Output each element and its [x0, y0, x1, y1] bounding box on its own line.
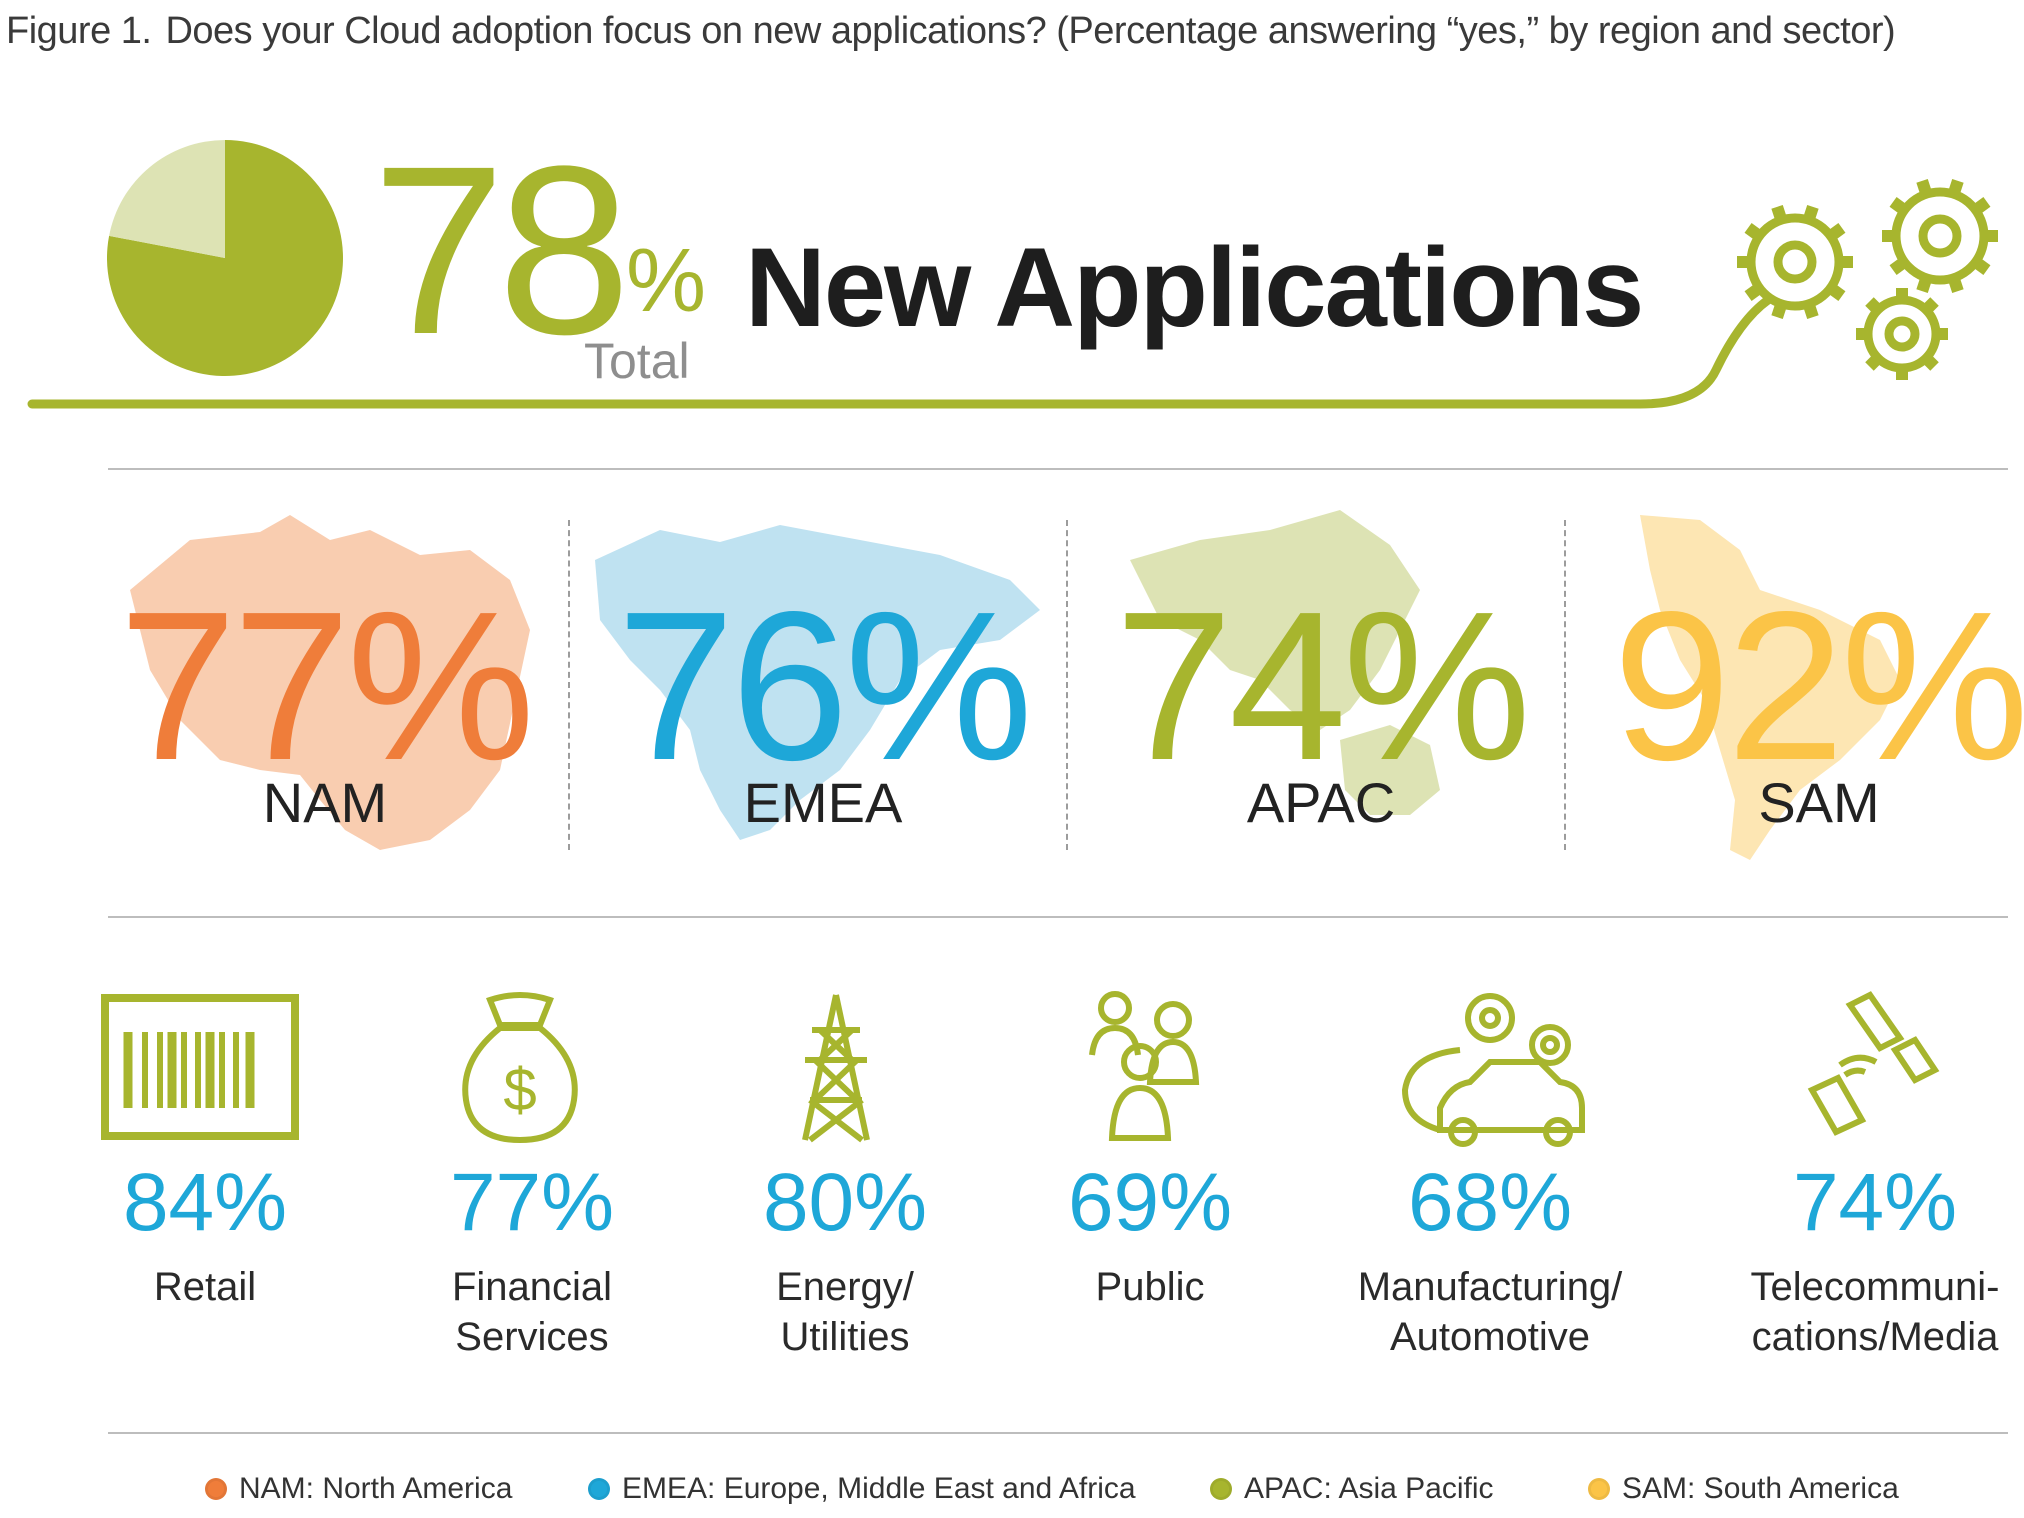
gear-tooth	[1921, 353, 1939, 371]
gear-tooth	[1916, 275, 1933, 294]
sector-name: Retail	[153, 1265, 257, 1309]
gear-tooth	[1889, 197, 1908, 215]
gear-tooth	[1771, 301, 1788, 320]
total-label: Total	[584, 333, 690, 389]
gear-tooth	[1827, 223, 1846, 241]
swoosh-line	[27, 295, 1773, 409]
gear-tooth	[1744, 283, 1763, 301]
apac-map	[1130, 510, 1420, 730]
gear-tooth	[1802, 301, 1819, 320]
gear-tooth	[1972, 197, 1991, 215]
australia-map	[1340, 725, 1440, 815]
gear-tooth	[1889, 257, 1908, 275]
sector-value: 80%	[762, 1157, 928, 1248]
region-maps	[130, 510, 1900, 860]
total-value: 78	[372, 116, 631, 384]
region-value-sam: 92%	[1612, 567, 2024, 804]
gear-tooth	[1972, 257, 1991, 275]
region-name-emea: EMEA	[743, 771, 903, 834]
divider-top	[108, 468, 2008, 470]
header-graphics	[27, 140, 1998, 409]
gear-tooth	[1802, 204, 1819, 223]
gear-tooth	[1921, 297, 1939, 315]
legend-dot-icon	[1210, 1478, 1232, 1500]
legend-item: APAC: Asia Pacific	[1210, 1472, 1494, 1506]
pie-slice-yes	[106, 140, 343, 376]
svg-text:$: $	[503, 1056, 536, 1123]
gear-tooth	[1947, 178, 1964, 197]
divider-bottom	[108, 1432, 2008, 1434]
legend-item: NAM: North America	[205, 1472, 512, 1506]
south-america-map	[1640, 515, 1900, 860]
region-name-apac: APAC	[1246, 771, 1396, 834]
gears-icon	[1737, 178, 1998, 380]
money-bag-icon: $	[462, 992, 578, 1144]
legend-dot-icon	[588, 1478, 610, 1500]
total-pie-chart	[106, 140, 343, 376]
region-separator-3	[1564, 520, 1566, 850]
sector-value: 77%	[449, 1157, 615, 1248]
sector-icons: $	[101, 991, 1940, 1147]
power-tower-icon	[802, 994, 870, 1143]
gear-tooth	[1916, 178, 1933, 197]
sector-value: 74%	[1792, 1157, 1958, 1248]
legend-dot-icon	[1588, 1478, 1610, 1500]
gear-tooth	[1771, 204, 1788, 223]
headline-title: New Applications	[745, 225, 1644, 350]
region-value-apac: 74%	[1114, 567, 1531, 804]
sector-name: Manufacturing/ Automotive	[1357, 1265, 1623, 1359]
sector-name: Public	[1095, 1265, 1205, 1309]
sector-name: Financial Services	[451, 1265, 613, 1359]
north-america-map	[130, 515, 530, 850]
sector-name: Telecommuni- cations/Media	[1750, 1265, 2000, 1359]
figure-title: Figure 1. Does your Cloud adoption focus …	[6, 10, 1896, 53]
figure-label: Figure 1.	[6, 10, 152, 52]
people-icon	[1089, 991, 1200, 1141]
legend-item: SAM: South America	[1588, 1472, 1899, 1506]
legend-label: EMEA: Europe, Middle East and Africa	[622, 1472, 1136, 1505]
total-percent-sign: %	[626, 231, 707, 331]
gear-tooth	[1865, 297, 1883, 315]
legend-dot-icon	[205, 1478, 227, 1500]
region-value-nam: 77%	[118, 567, 535, 804]
car-gears-icon	[1401, 993, 1585, 1147]
region-separator-1	[568, 520, 570, 850]
legend-label: NAM: North America	[239, 1472, 513, 1505]
gear-tooth	[1744, 223, 1763, 241]
legend-label: SAM: South America	[1622, 1472, 1899, 1505]
gear-tooth	[1865, 353, 1883, 371]
satellite-phone-icon	[1807, 991, 1940, 1136]
divider-middle	[108, 916, 2008, 918]
gear-tooth	[1827, 283, 1846, 301]
sector-value: 84%	[122, 1157, 288, 1248]
figure-question: Does your Cloud adoption focus on new ap…	[165, 10, 1896, 52]
legend-label: APAC: Asia Pacific	[1244, 1472, 1494, 1505]
legend-item: EMEA: Europe, Middle East and Africa	[588, 1472, 1136, 1506]
region-value-emea: 76%	[616, 567, 1033, 804]
pie-slice-other	[109, 140, 225, 258]
sector-value: 69%	[1067, 1157, 1233, 1248]
region-name-sam: SAM	[1758, 771, 1880, 834]
sector-value: 68%	[1407, 1157, 1573, 1248]
emea-map	[595, 525, 1040, 840]
sector-name: Energy/ Utilities	[776, 1265, 914, 1359]
barcode-icon	[101, 994, 299, 1140]
region-separator-2	[1066, 520, 1068, 850]
gear-tooth	[1947, 275, 1964, 294]
region-name-nam: NAM	[262, 771, 388, 834]
